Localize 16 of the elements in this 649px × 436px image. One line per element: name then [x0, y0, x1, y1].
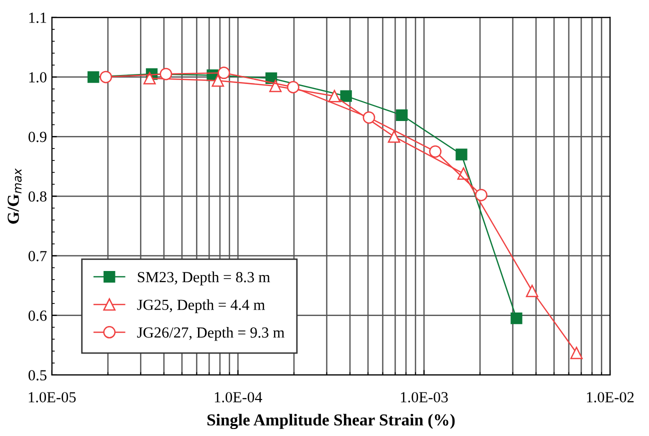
y-axis-title: G/G$_{max}$ — [8, 168, 22, 224]
x-tick-label: 1.0E-03 — [400, 392, 448, 402]
y-tick-label: 1.0 — [29, 72, 46, 83]
y-tick-label: 0.8 — [28, 191, 46, 202]
y-tick-label: 1.1 — [29, 12, 46, 23]
legend-label: JG25, Depth = 4.4 m — [137, 299, 265, 314]
legend-label: SM23, Depth = 8.3 m — [138, 272, 270, 286]
x-axis-title: Single Amplitude Shear Strain (%) — [207, 414, 455, 430]
x-tick-label: 1.0E-05 — [28, 392, 76, 402]
x-tick-label: 1.0E-04 — [214, 392, 262, 402]
x-tick-label: 1.0E-02 — [587, 392, 634, 402]
y-tick-label: 0.5 — [28, 370, 46, 380]
y-tick-label: 0.9 — [28, 132, 46, 142]
y-tick-label: 0.6 — [28, 310, 47, 321]
legend-label: JG26/27, Depth = 9.3 m — [137, 326, 284, 341]
y-tick-label: 0.7 — [28, 250, 47, 262]
